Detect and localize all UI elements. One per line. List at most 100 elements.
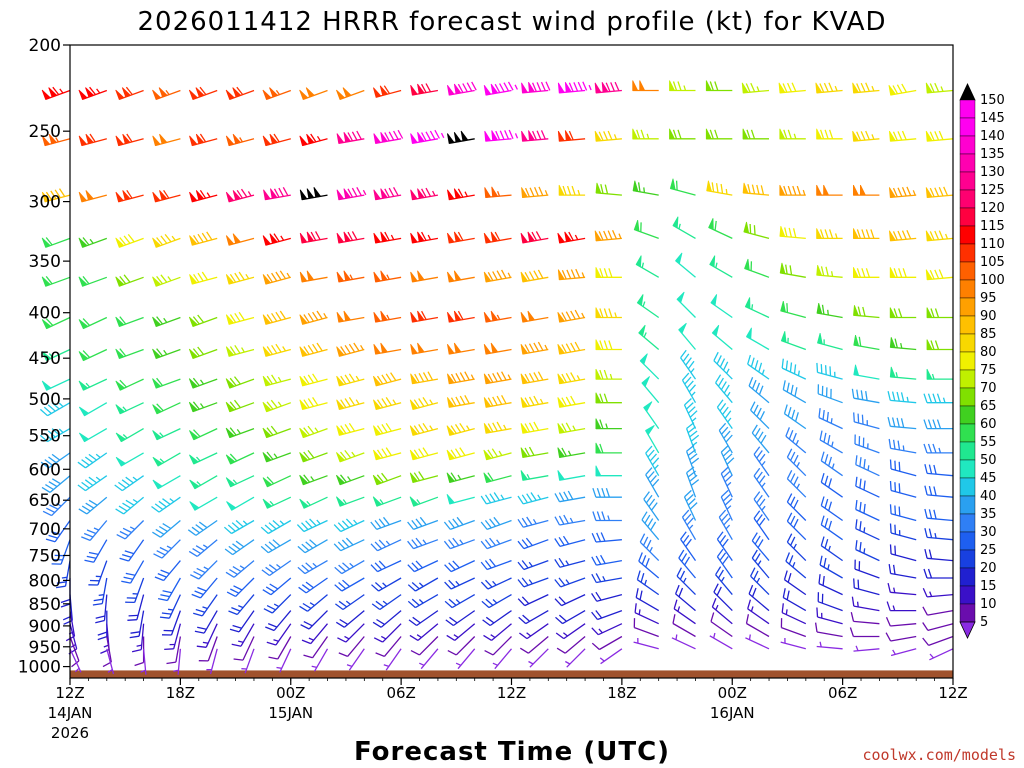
barb-full [232, 566, 242, 573]
barb-pennant [409, 496, 419, 507]
barb-full [339, 451, 347, 460]
barb-full [480, 521, 488, 530]
barb-full [608, 308, 613, 318]
wind-barb [481, 594, 512, 609]
barb-half [599, 657, 605, 662]
barb-half [902, 445, 905, 451]
barb-full [131, 648, 142, 653]
barb-full [558, 536, 565, 546]
barb-pennant [48, 87, 58, 98]
barb-half [345, 600, 351, 605]
barb-full [156, 316, 164, 325]
wind-barb [115, 402, 144, 415]
wind-barb [557, 268, 586, 281]
wind-barb [780, 300, 806, 319]
barb-full [599, 419, 604, 429]
barb-pennant [409, 425, 419, 436]
barb-full [824, 539, 829, 549]
barb-full [532, 82, 537, 92]
barb-full [119, 275, 127, 285]
barb-full [755, 382, 761, 393]
wind-barb [373, 186, 402, 201]
barb-full [421, 231, 427, 241]
barb-full [540, 81, 546, 92]
y-tick-label: 550 [29, 427, 61, 447]
wind-barb [595, 418, 622, 430]
barb-pennant [417, 188, 425, 199]
barb-full [639, 590, 643, 600]
barb-full [39, 434, 48, 443]
barb-pennant [410, 271, 418, 283]
colorbar-segment [959, 567, 976, 587]
wind-barb [645, 425, 660, 454]
wind-barb [373, 310, 402, 323]
barb-full [45, 275, 53, 285]
wind-barb [554, 514, 586, 526]
barb-pennant [816, 228, 823, 239]
barb-full [418, 471, 425, 480]
barb-half [132, 476, 138, 481]
barb-half [748, 634, 751, 640]
barb-pennant [373, 311, 382, 323]
colorbar-label: 145 [980, 111, 1005, 126]
barb-full [787, 185, 792, 196]
barb-full [747, 599, 752, 609]
barb-full [47, 430, 56, 438]
barb-staff [746, 622, 770, 638]
barb-full [494, 231, 501, 241]
barb-half [715, 604, 719, 611]
barb-full [82, 275, 90, 285]
barb-half [122, 406, 127, 412]
barb-pennant [158, 87, 168, 98]
wind-barb [410, 231, 439, 244]
barb-full [393, 186, 399, 196]
barb-full [501, 269, 507, 279]
barb-staff [816, 631, 843, 638]
barb-full [54, 189, 61, 199]
barb-half [202, 641, 209, 644]
y-tick-label: 1000 [18, 658, 61, 678]
barb-full [896, 84, 903, 94]
barb-full [48, 456, 57, 464]
barb-full [753, 570, 759, 580]
barb-full [125, 86, 133, 96]
barb-pennant [483, 343, 492, 355]
barb-full [824, 518, 829, 528]
barb-full [601, 487, 606, 498]
barb-half [316, 519, 321, 525]
colorbar-label: 70 [980, 381, 997, 396]
wind-barb [638, 324, 660, 350]
barb-full [86, 529, 97, 535]
barb-pennant [262, 375, 272, 387]
barb-full [264, 543, 273, 551]
barb-pennant [262, 401, 272, 413]
wind-barb [555, 623, 586, 640]
wind-barb [633, 219, 659, 240]
barb-full [199, 86, 207, 96]
barb-full [592, 511, 597, 521]
barb-full [558, 596, 567, 605]
barb-full [646, 539, 652, 549]
barb-full [71, 660, 80, 668]
barb-full [790, 515, 796, 525]
barb-full [927, 419, 933, 429]
barb-full [714, 129, 719, 140]
barb-full [282, 186, 289, 196]
barb-full [123, 235, 131, 244]
barb-half [567, 450, 572, 456]
barb-pennant [152, 430, 163, 441]
wind-barb [483, 371, 512, 385]
barb-full [47, 404, 56, 412]
barb-full [754, 360, 759, 370]
wind-barb [889, 229, 917, 242]
barb-full [151, 505, 160, 513]
barb-full [750, 567, 756, 577]
barb-full [894, 524, 897, 535]
barb-full [789, 362, 793, 372]
barb-half [136, 644, 142, 647]
barb-pennant [343, 188, 352, 199]
y-tick-label: 300 [29, 193, 61, 213]
wind-barb [554, 490, 586, 503]
barb-pennant [675, 252, 683, 265]
barb-full [820, 473, 825, 483]
